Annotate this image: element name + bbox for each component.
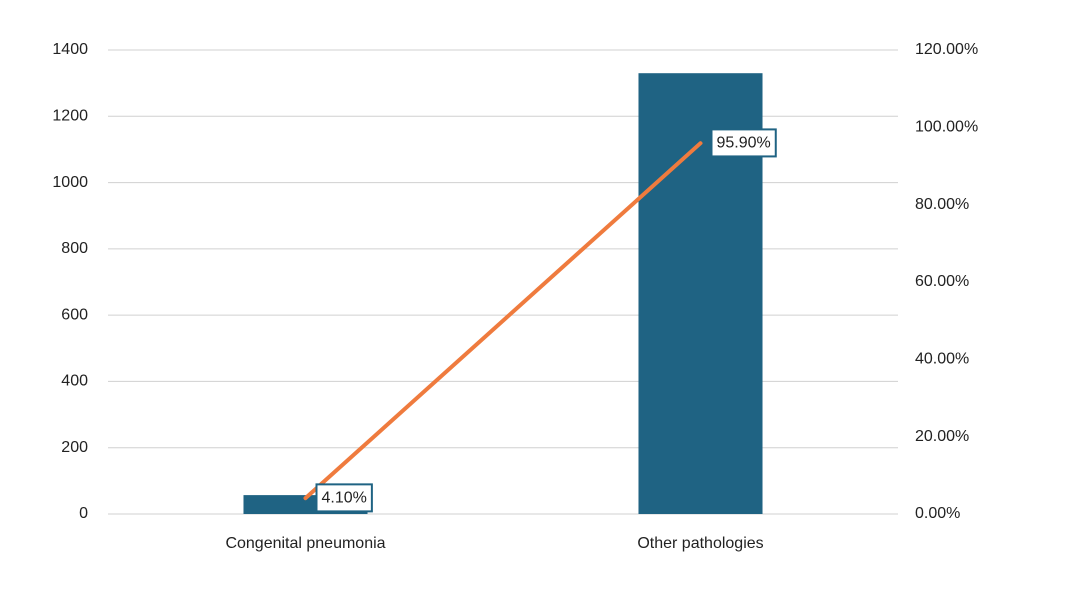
y2-tick-label: 100.00% — [915, 119, 978, 136]
y-tick-label: 600 — [61, 306, 88, 323]
y-tick-label: 400 — [61, 373, 88, 390]
x-tick-label: Congenital pneumonia — [225, 535, 385, 552]
data-label-box — [315, 483, 373, 513]
y2-tick-label: 80.00% — [915, 196, 969, 213]
y-tick-label: 1000 — [52, 174, 88, 191]
x-tick-label: Other pathologies — [637, 535, 763, 552]
y2-tick-label: 40.00% — [915, 351, 969, 368]
y-tick-label: 1200 — [52, 108, 88, 125]
data-label: 95.90% — [717, 134, 771, 151]
y-tick-label: 200 — [61, 439, 88, 456]
data-label-box — [710, 128, 777, 158]
y2-tick-label: 60.00% — [915, 273, 969, 290]
y-tick-label: 0 — [79, 505, 88, 522]
y2-tick-label: 20.00% — [915, 428, 969, 445]
y-tick-label: 800 — [61, 240, 88, 257]
line — [303, 141, 703, 501]
y2-tick-label: 120.00% — [915, 41, 978, 58]
data-label: 4.10% — [322, 489, 367, 506]
y-tick-label: 1400 — [52, 41, 88, 58]
y2-tick-label: 0.00% — [915, 505, 960, 522]
